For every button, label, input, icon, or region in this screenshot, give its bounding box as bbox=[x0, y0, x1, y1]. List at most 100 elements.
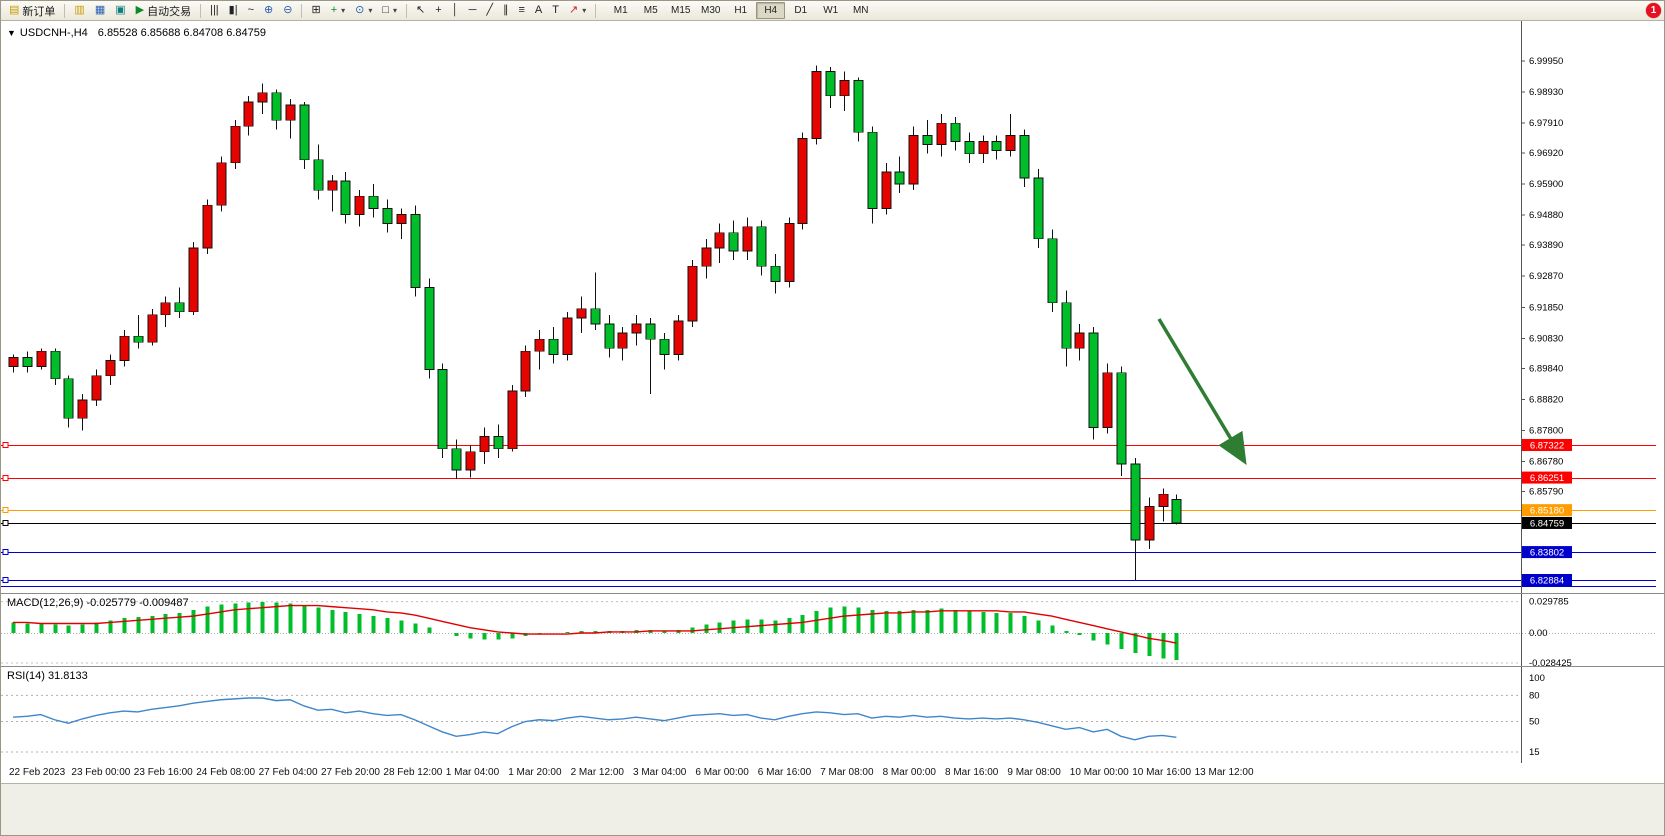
text-icon: A bbox=[534, 4, 543, 16]
zoom-out-button[interactable]: ⊖ bbox=[278, 1, 297, 20]
candle-down bbox=[410, 214, 421, 288]
candle-down bbox=[451, 448, 462, 471]
trendline-tool-button[interactable]: ╱ bbox=[481, 1, 498, 20]
price-level-label: 6.86251 bbox=[1522, 471, 1572, 484]
candle-up bbox=[617, 332, 628, 349]
date-label: 2 Mar 12:00 bbox=[570, 767, 624, 778]
price-tick-label: 6.94880 bbox=[1529, 210, 1563, 221]
timeframe-mn-button[interactable]: MN bbox=[852, 5, 869, 16]
candle-up bbox=[1074, 332, 1085, 349]
add-indicator-button[interactable]: + ▾ bbox=[326, 1, 350, 20]
macd-histogram bbox=[11, 601, 1179, 661]
date-label: 8 Mar 16:00 bbox=[945, 767, 999, 778]
candle-up bbox=[105, 360, 116, 377]
data-window-button[interactable]: ▦ bbox=[90, 1, 110, 20]
arrows-icon: ↗ bbox=[569, 4, 579, 16]
toolbar-separator bbox=[64, 3, 66, 18]
candlestick-mode-button[interactable]: ▮| bbox=[224, 1, 243, 20]
tile-windows-icon: ⊞ bbox=[311, 4, 321, 16]
collapse-panel-icon[interactable]: ▼ bbox=[7, 28, 16, 38]
timeframe-h4-button[interactable]: H4 bbox=[756, 2, 786, 19]
price-tick-label: 6.90830 bbox=[1529, 333, 1563, 344]
date-label: 9 Mar 08:00 bbox=[1007, 767, 1061, 778]
periods-button[interactable]: ⊙ ▾ bbox=[350, 1, 377, 20]
candle-up bbox=[784, 223, 795, 282]
timeframe-m15-button[interactable]: M15 bbox=[671, 5, 691, 16]
price-axis: 6.99950 6.98930 6.97910 6.96920 6.95900 6.948… bbox=[1521, 21, 1563, 593]
rsi-axis-label: 15 bbox=[1529, 747, 1540, 758]
candle-down bbox=[894, 171, 905, 185]
candle-up bbox=[687, 265, 698, 322]
line-anchor-handle[interactable] bbox=[2, 475, 9, 481]
new-order-button[interactable]: ▤ 新订单 bbox=[4, 1, 60, 20]
candle-up bbox=[465, 451, 476, 471]
svg-text:6.82884: 6.82884 bbox=[1530, 575, 1564, 586]
timeframe-h1-button[interactable]: H1 bbox=[734, 5, 748, 16]
timeframe-d1-button[interactable]: D1 bbox=[794, 5, 808, 16]
timeframe-m30-button[interactable]: M30 bbox=[701, 5, 721, 16]
candle-up bbox=[631, 323, 642, 334]
navigator-button[interactable]: ▣ bbox=[110, 1, 130, 20]
candle-down bbox=[63, 378, 74, 419]
timeframe-m1-button[interactable]: M1 bbox=[613, 5, 628, 16]
candle-up bbox=[701, 247, 712, 267]
line-anchor-handle[interactable] bbox=[2, 520, 9, 526]
line-anchor-handle[interactable] bbox=[2, 442, 9, 448]
symbol-period-label: USDCNH-,H4 bbox=[19, 27, 88, 39]
auto-trading-button[interactable]: ▶ 自动交易 bbox=[131, 1, 196, 20]
price-level-label: 6.87322 bbox=[1522, 438, 1572, 451]
cursor-tool-button[interactable]: ↖ bbox=[411, 1, 430, 20]
fibonacci-tool-button[interactable]: ≡ bbox=[514, 1, 530, 20]
crosshair-tool-button[interactable]: + bbox=[430, 1, 446, 20]
price-tick-label: 6.89840 bbox=[1529, 363, 1563, 374]
candle-up bbox=[534, 338, 545, 352]
timeframe-m5-button[interactable]: M5 bbox=[643, 5, 658, 16]
date-label: 6 Mar 00:00 bbox=[695, 767, 749, 778]
candlestick-icon: ▮| bbox=[228, 4, 238, 16]
trend-arrow-object[interactable] bbox=[1157, 318, 1247, 466]
horizontal-line-tool-button[interactable]: ─ bbox=[464, 1, 482, 20]
bar-chart-icon: ||| bbox=[210, 4, 219, 16]
line-chart-mode-button[interactable]: ~ bbox=[243, 1, 259, 20]
templates-button[interactable]: □ ▾ bbox=[377, 1, 402, 20]
candle-up bbox=[562, 317, 573, 355]
line-chart-icon: ~ bbox=[247, 4, 255, 16]
line-anchor-handle[interactable] bbox=[2, 507, 9, 513]
price-tick-label: 6.86780 bbox=[1529, 456, 1563, 467]
timeframe-w1-button[interactable]: W1 bbox=[823, 5, 839, 16]
arrows-tool-button[interactable]: ↗ ▾ bbox=[564, 1, 591, 20]
candle-down bbox=[1116, 372, 1127, 465]
new-order-label: 新订单 bbox=[22, 5, 56, 18]
text-tool-button[interactable]: A bbox=[530, 1, 547, 20]
macd-signal-line bbox=[13, 604, 1177, 644]
text-label-tool-button[interactable]: T bbox=[547, 1, 564, 20]
market-watch-button[interactable]: ▥ bbox=[69, 1, 89, 20]
vertical-line-icon: │ bbox=[451, 4, 459, 16]
candle-down bbox=[1033, 177, 1044, 240]
price-tick-label: 6.93890 bbox=[1529, 240, 1563, 251]
candle-down bbox=[271, 92, 282, 121]
vertical-line-tool-button[interactable]: │ bbox=[447, 1, 464, 20]
candle-up bbox=[1144, 506, 1155, 541]
auto-trading-label: 自动交易 bbox=[147, 5, 192, 18]
template-icon: □ bbox=[382, 4, 390, 16]
channel-tool-button[interactable]: ∥ bbox=[498, 1, 514, 20]
candle-down bbox=[313, 159, 324, 191]
date-label: 27 Feb 20:00 bbox=[321, 767, 380, 778]
rsi-axis-label: 50 bbox=[1529, 717, 1540, 728]
time-axis[interactable]: 22 Feb 2023 23 Feb 00:00 23 Feb 16:00 24 Fe… bbox=[1, 763, 1664, 784]
zoom-in-button[interactable]: ⊕ bbox=[259, 1, 278, 20]
candle-up bbox=[202, 204, 213, 249]
candle-down bbox=[548, 338, 559, 355]
navigator-icon: ▣ bbox=[115, 4, 126, 16]
notification-badge[interactable]: 1 bbox=[1646, 3, 1661, 18]
candle-up bbox=[811, 71, 822, 139]
candle-up bbox=[1005, 135, 1016, 151]
line-anchor-handle[interactable] bbox=[2, 577, 9, 583]
tile-windows-button[interactable]: ⊞ bbox=[306, 1, 325, 20]
macd-axis-label: 0.00 bbox=[1529, 628, 1548, 639]
bar-chart-mode-button[interactable]: ||| bbox=[205, 1, 224, 20]
candle-up bbox=[742, 226, 753, 252]
macd-label: MACD(12,26,9) -0.025779 -0.009487 bbox=[7, 597, 189, 609]
line-anchor-handle[interactable] bbox=[2, 549, 9, 555]
